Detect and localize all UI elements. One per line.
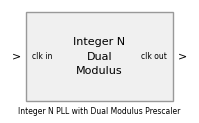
Text: Dual: Dual — [87, 52, 112, 62]
Bar — [26, 12, 173, 101]
Text: >: > — [178, 52, 187, 62]
Text: clk out: clk out — [141, 52, 167, 61]
Text: Integer N: Integer N — [73, 37, 126, 47]
Text: clk in: clk in — [32, 52, 52, 61]
Text: >: > — [12, 52, 21, 62]
Text: Integer N PLL with Dual Modulus Prescaler: Integer N PLL with Dual Modulus Prescale… — [18, 107, 181, 116]
Text: Modulus: Modulus — [76, 66, 123, 76]
